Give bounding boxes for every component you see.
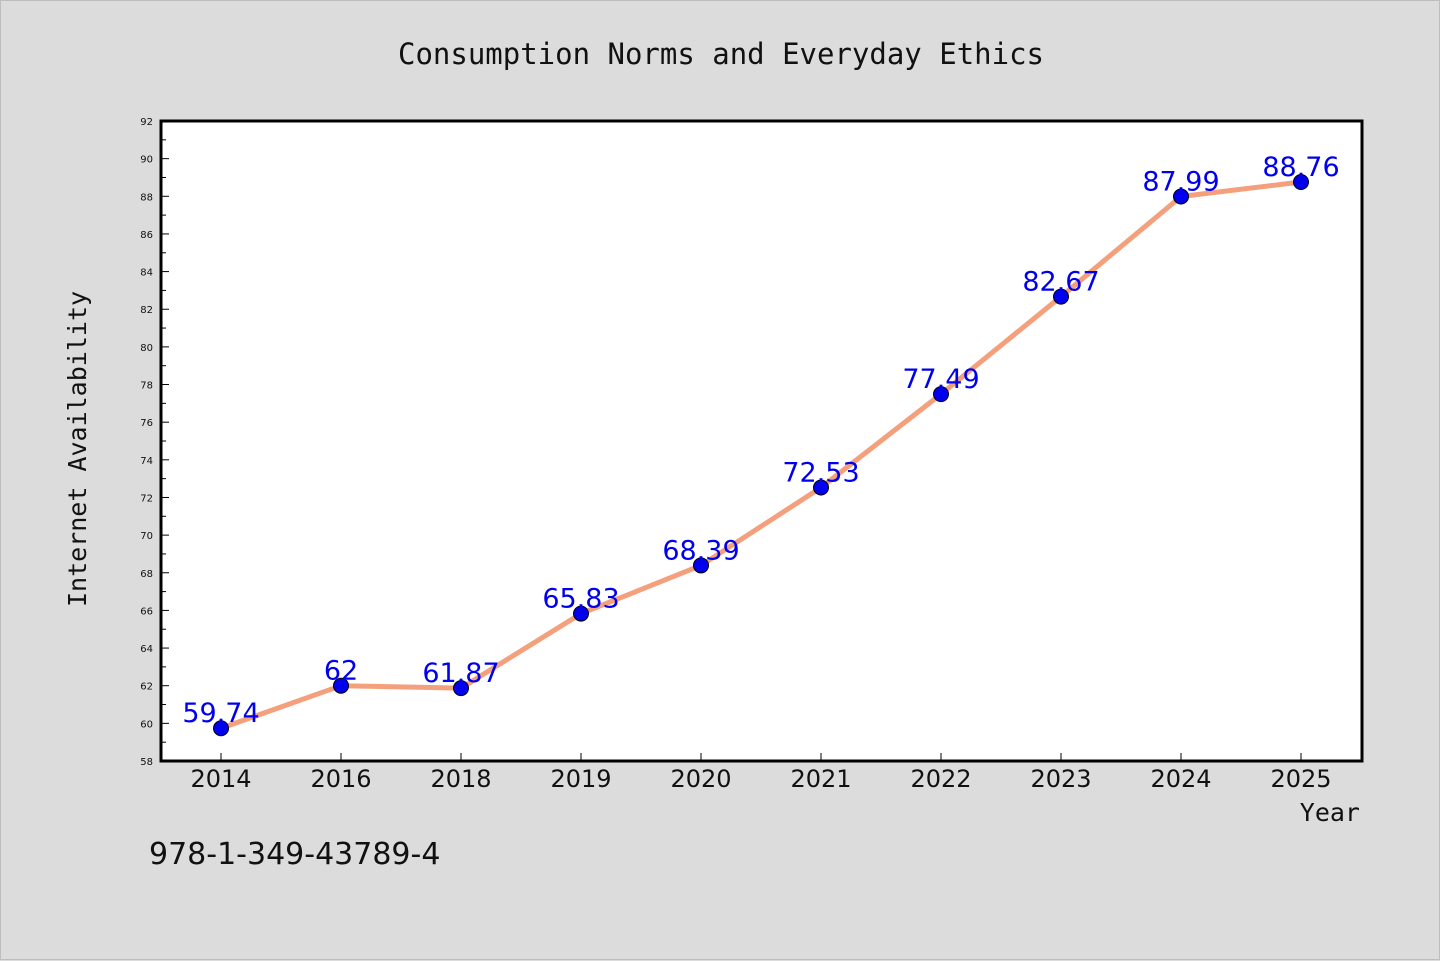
x-tick-label: 2025 — [1270, 765, 1331, 793]
data-label: 88.76 — [1262, 152, 1339, 183]
data-label: 82.67 — [1022, 267, 1099, 298]
data-point — [933, 386, 949, 403]
data-point — [333, 677, 349, 694]
x-axis: 2014 2016 2018 2019 2020 2021 2022 2023 2024 2025 — [190, 753, 1332, 793]
y-tick-label: 90 — [140, 155, 153, 166]
data-label: 68.39 — [662, 535, 739, 566]
y-tick-label: 76 — [140, 418, 153, 429]
data-point — [693, 557, 709, 574]
y-axis: 58 60 62 64 66 68 70 72 74 76 78 80 82 84 86 88 90 92 — [140, 117, 169, 768]
y-tick-label: 86 — [140, 230, 153, 241]
y-tick-label: 66 — [140, 606, 153, 617]
y-tick-label: 62 — [140, 682, 153, 693]
data-point — [1173, 188, 1189, 205]
chart-title: Consumption Norms and Everyday Ethics — [398, 37, 1044, 71]
data-point — [453, 680, 469, 697]
y-tick-label: 72 — [140, 493, 153, 504]
data-label: 65.83 — [542, 584, 619, 615]
y-tick-label: 68 — [140, 569, 153, 580]
x-tick-label: 2014 — [190, 765, 251, 793]
data-label: 77.49 — [902, 364, 979, 395]
data-label: 87.99 — [1142, 166, 1219, 197]
x-axis-label: Year — [1300, 798, 1360, 827]
data-point — [213, 720, 229, 737]
series-markers — [213, 173, 1309, 737]
footnote-isbn: 978-1-349-43789-4 — [149, 837, 440, 872]
y-tick-label: 70 — [140, 531, 153, 542]
x-tick-label: 2022 — [910, 765, 971, 793]
x-tick-label: 2021 — [790, 765, 851, 793]
x-tick-label: 2024 — [1150, 765, 1211, 793]
y-tick-label: 82 — [140, 305, 153, 316]
y-tick-label: 80 — [140, 343, 153, 354]
y-tick-label: 58 — [140, 757, 153, 768]
y-axis-label: Internet Availability — [63, 291, 92, 607]
y-tick-label: 74 — [140, 456, 153, 467]
data-label: 62 — [324, 656, 358, 687]
y-tick-label: 78 — [140, 381, 153, 392]
data-label: 59.74 — [182, 698, 259, 729]
data-point — [1053, 288, 1069, 305]
y-tick-label: 92 — [140, 117, 153, 128]
y-tick-label: 64 — [140, 644, 153, 655]
data-labels: 59.74 62 61.87 65.83 68.39 72.53 77.49 82.67 87.… — [182, 152, 1339, 729]
x-tick-label: 2019 — [550, 765, 611, 793]
data-point — [573, 605, 589, 622]
y-tick-label: 60 — [140, 719, 153, 730]
series-line — [218, 179, 1304, 731]
data-label: 61.87 — [422, 658, 499, 689]
x-tick-label: 2016 — [310, 765, 371, 793]
x-tick-label: 2018 — [430, 765, 491, 793]
data-point — [813, 479, 829, 496]
x-tick-label: 2020 — [670, 765, 731, 793]
data-point — [1293, 173, 1309, 190]
x-tick-label: 2023 — [1030, 765, 1091, 793]
y-tick-label: 84 — [140, 268, 153, 279]
y-tick-label: 88 — [140, 192, 153, 203]
plot-area — [159, 119, 1364, 763]
data-label: 72.53 — [782, 457, 859, 488]
